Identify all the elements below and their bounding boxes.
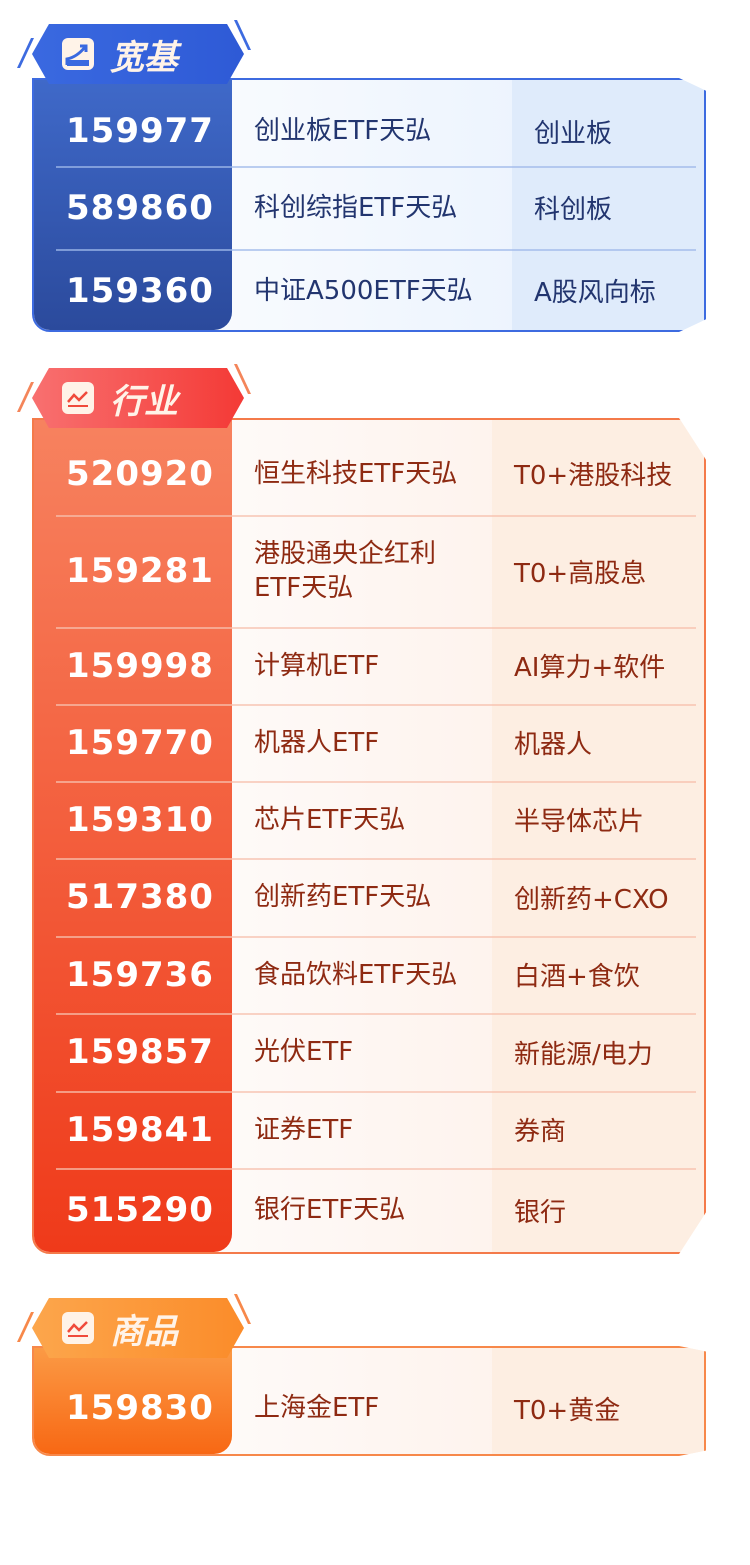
fund-tag: 科创板 [534, 195, 613, 225]
fund-row[interactable]: 159830 上海金ETF T0+黄金 [34, 1360, 704, 1456]
fund-code: 520920 [66, 453, 214, 494]
fund-code: 159857 [66, 1032, 214, 1072]
fund-name: 计算机ETF [254, 650, 380, 681]
section-title: 商品 [110, 1311, 178, 1352]
fund-tag: 创业板 [534, 118, 613, 149]
fund-tag: 白酒+食饮 [514, 962, 640, 992]
fund-table: 159977 创业板ETF天弘 创业板 589860 科创综指ETF天弘 科创板… [32, 78, 706, 332]
section-badge: 行业 [32, 368, 244, 428]
fund-tag: T0+高股息 [514, 558, 647, 589]
trend-up-icon [62, 38, 94, 70]
fund-code: 515290 [66, 1190, 214, 1230]
fund-row[interactable]: 515290 银行ETF天弘 银行 [34, 1168, 704, 1252]
fund-name: 创新药ETF天弘 [254, 882, 432, 912]
fund-tag: T0+黄金 [514, 1395, 621, 1426]
fund-row[interactable]: 159857 光伏ETF 新能源/电力 [34, 1013, 704, 1091]
fund-name: 中证A500ETF天弘 [254, 275, 473, 306]
fund-tag: 机器人 [514, 730, 593, 760]
fund-row[interactable]: 159998 计算机ETF AI算力+软件 [34, 627, 704, 704]
fund-row[interactable]: 517380 创新药ETF天弘 创新药+CXO [34, 858, 704, 936]
fund-row[interactable]: 159360 中证A500ETF天弘 A股风向标 [34, 249, 704, 332]
fund-row[interactable]: 589860 科创综指ETF天弘 科创板 [34, 166, 704, 249]
fund-name: 恒生科技ETF天弘 [254, 458, 458, 489]
fund-tag: 券商 [514, 1117, 567, 1147]
fund-code: 589860 [66, 187, 214, 228]
section-badge: 宽基 [32, 24, 244, 84]
line-chart-icon [62, 1312, 94, 1344]
fund-tag: 半导体芯片 [514, 807, 645, 837]
fund-tag: 创新药+CXO [514, 884, 669, 915]
fund-code: 159360 [66, 270, 214, 311]
fund-code: 159281 [66, 551, 214, 591]
fund-row[interactable]: 520920 恒生科技ETF天弘 T0+港股科技 [34, 432, 704, 515]
fund-table: 520920 恒生科技ETF天弘 T0+港股科技 159281 港股通央企红利E… [32, 418, 706, 1254]
fund-name: 证券ETF [254, 1114, 354, 1145]
fund-row[interactable]: 159736 食品饮料ETF天弘 白酒+食饮 [34, 936, 704, 1013]
fund-name: 食品饮料ETF天弘 [254, 959, 458, 990]
fund-table: 159830 上海金ETF T0+黄金 [32, 1346, 706, 1456]
fund-code: 159830 [66, 1388, 214, 1428]
fund-row[interactable]: 159281 港股通央企红利ETF天弘 T0+高股息 [34, 515, 704, 627]
fund-name: 科创综指ETF天弘 [254, 192, 458, 223]
fund-tag: 银行 [514, 1197, 567, 1228]
fund-name: 银行ETF天弘 [254, 1195, 406, 1225]
fund-name: 创业板ETF天弘 [254, 116, 432, 146]
fund-name: 机器人ETF [254, 727, 380, 758]
fund-tag: 新能源/电力 [514, 1039, 653, 1070]
fund-row[interactable]: 159841 证券ETF 券商 [34, 1091, 704, 1168]
fund-code: 159841 [66, 1109, 214, 1150]
fund-code: 517380 [66, 877, 214, 917]
fund-name: 港股通央企红利ETF天弘 [254, 539, 437, 603]
fund-code: 159770 [66, 722, 214, 763]
fund-name: 芯片ETF天弘 [254, 804, 406, 835]
section-badge: 商品 [32, 1298, 244, 1358]
fund-code: 159736 [66, 954, 214, 995]
fund-row[interactable]: 159977 创业板ETF天弘 创业板 [34, 96, 704, 166]
fund-code: 159310 [66, 799, 214, 840]
fund-code: 159998 [66, 645, 214, 686]
line-chart-icon [62, 382, 94, 414]
fund-tag: AI算力+软件 [514, 653, 666, 683]
fund-tag: T0+港股科技 [514, 461, 673, 491]
section-title: 行业 [110, 381, 178, 422]
fund-code: 159977 [66, 111, 214, 151]
fund-row[interactable]: 159310 芯片ETF天弘 半导体芯片 [34, 781, 704, 858]
fund-row[interactable]: 159770 机器人ETF 机器人 [34, 704, 704, 781]
section-title: 宽基 [110, 37, 178, 78]
fund-tag: A股风向标 [534, 278, 656, 308]
fund-name: 上海金ETF [254, 1393, 380, 1423]
fund-name: 光伏ETF [254, 1037, 354, 1067]
